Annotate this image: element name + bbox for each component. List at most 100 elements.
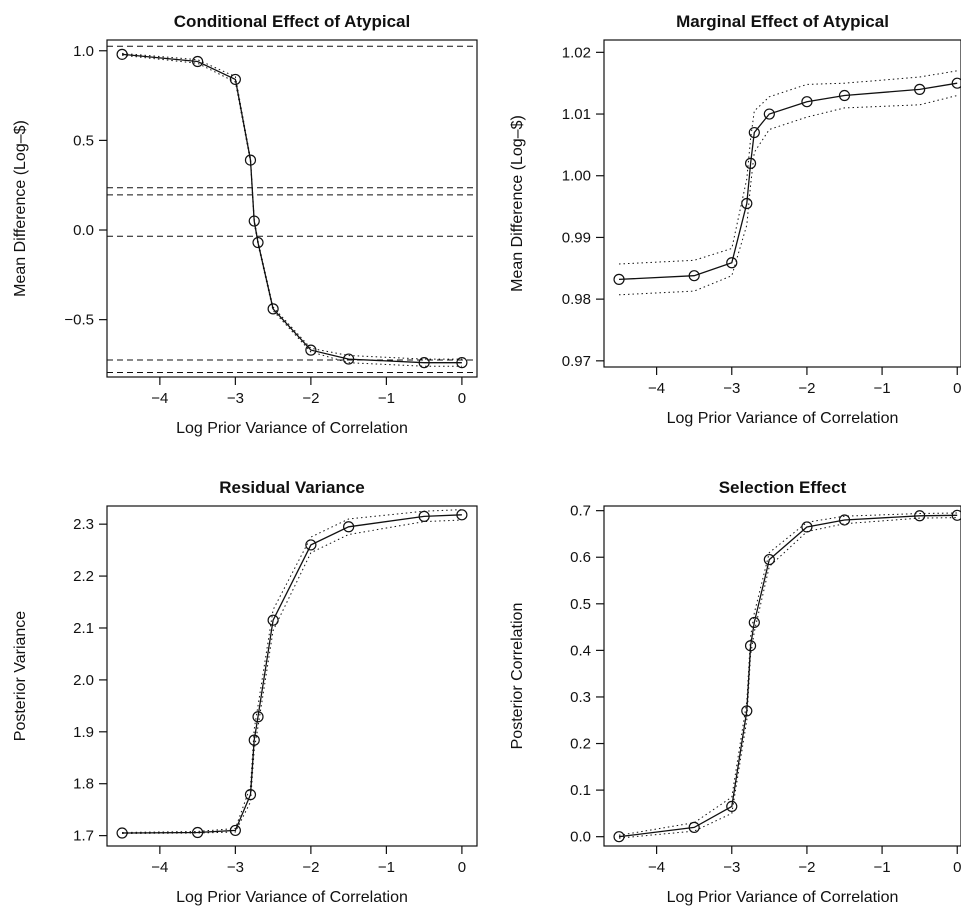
series-line: [618, 82, 958, 281]
interval-line: [618, 70, 958, 265]
x-axis-label: Log Prior Variance of Correlation: [176, 420, 408, 437]
data-point: [418, 357, 430, 369]
data-point: [252, 236, 264, 249]
x-tick-label: −3: [723, 859, 740, 876]
plot-frame: [106, 505, 478, 847]
x-tick-label: −3: [227, 390, 244, 407]
y-tick-label: 0.98: [562, 291, 591, 308]
data-point: [951, 509, 961, 521]
x-tick-label: −2: [302, 390, 319, 407]
data-point: [763, 553, 775, 566]
x-axis-label: Log Prior Variance of Correlation: [667, 889, 899, 906]
data-point: [456, 357, 468, 369]
data-point: [838, 514, 851, 526]
data-point: [914, 83, 926, 95]
data-point: [267, 303, 279, 315]
data-point: [914, 510, 926, 522]
data-point: [252, 711, 264, 723]
data-point: [456, 509, 468, 521]
data-point: [229, 73, 241, 86]
y-tick-label: 1.9: [73, 724, 94, 741]
y-tick-label: 1.02: [562, 44, 591, 61]
y-axis-label: Mean Difference (Log–$): [509, 115, 526, 292]
y-tick-label: −0.5: [64, 312, 94, 329]
x-tick-label: −1: [874, 859, 891, 876]
data-point: [741, 705, 753, 717]
data-point: [267, 614, 279, 626]
data-point: [343, 353, 355, 365]
interval-line: [122, 509, 462, 833]
data-point: [801, 521, 813, 533]
y-axis-label: Mean Difference (Log–$): [12, 120, 29, 297]
y-tick-label: 0.3: [570, 689, 591, 706]
x-axis-label: Log Prior Variance of Correlation: [176, 889, 408, 906]
data-point: [248, 734, 260, 746]
y-tick-label: 2.1: [73, 620, 94, 637]
y-tick-label: 0.2: [570, 736, 591, 753]
y-tick-label: 2.3: [73, 516, 94, 533]
data-point: [726, 800, 738, 813]
data-point: [688, 270, 700, 282]
x-tick-label: −3: [227, 859, 244, 876]
y-tick-label: 1.7: [73, 828, 94, 845]
x-tick-label: −2: [798, 380, 815, 397]
interval-line: [122, 54, 462, 367]
data-point: [748, 126, 760, 139]
y-tick-label: 0.97: [562, 353, 591, 370]
interval-line: [618, 517, 958, 839]
plot-frame: [603, 505, 961, 847]
plot-frame: [603, 39, 961, 368]
y-tick-label: 1.01: [562, 106, 591, 123]
plot-frame: [106, 39, 478, 378]
data-point: [801, 96, 813, 108]
data-point: [613, 273, 625, 285]
y-tick-label: 0.0: [570, 829, 591, 846]
data-point: [305, 344, 317, 356]
data-point: [838, 89, 851, 102]
x-tick-label: 0: [458, 390, 466, 407]
y-tick-label: 2.2: [73, 568, 94, 585]
y-tick-label: 0.5: [570, 596, 591, 613]
x-tick-label: −1: [378, 859, 395, 876]
y-tick-label: 1.00: [562, 168, 591, 185]
data-point: [726, 257, 738, 269]
x-tick-label: −2: [302, 859, 319, 876]
y-tick-label: 0.99: [562, 229, 591, 246]
series-line: [618, 514, 958, 838]
y-tick-label: 1.0: [73, 43, 94, 60]
x-tick-label: −2: [798, 859, 815, 876]
interval-line: [122, 519, 462, 834]
panel-selection-effect: Selection Effect Log Prior Variance of C…: [509, 478, 961, 906]
x-tick-label: 0: [953, 380, 961, 397]
x-axis-label: Log Prior Variance of Correlation: [667, 410, 899, 427]
y-tick-label: 1.8: [73, 776, 94, 793]
data-point: [116, 48, 128, 60]
interval-line: [122, 52, 462, 360]
panel-title: Selection Effect: [719, 478, 847, 497]
data-point: [229, 824, 241, 837]
x-tick-label: −4: [648, 380, 665, 397]
series-line: [122, 514, 462, 834]
data-point: [305, 539, 317, 551]
x-tick-label: −4: [648, 859, 665, 876]
interval-line: [618, 512, 958, 836]
y-tick-label: 0.1: [570, 782, 591, 799]
x-tick-label: 0: [953, 859, 961, 876]
x-tick-label: −3: [723, 380, 740, 397]
panel-title: Marginal Effect of Atypical: [676, 12, 889, 31]
x-tick-label: −1: [874, 380, 891, 397]
data-point: [248, 215, 260, 227]
data-point: [613, 831, 625, 843]
data-point: [744, 157, 757, 169]
data-point: [192, 826, 204, 839]
panel-conditional-effect: Conditional Effect of Atypical Log Prior…: [12, 12, 478, 437]
data-point: [763, 108, 775, 120]
x-tick-label: −1: [378, 390, 395, 407]
panel-residual-variance: Residual Variance Log Prior Variance of …: [12, 478, 478, 906]
y-tick-label: 0.5: [73, 132, 94, 149]
y-tick-label: 0.0: [73, 222, 94, 239]
interval-line: [618, 95, 958, 296]
y-axis-label: Posterior Correlation: [509, 603, 526, 750]
data-point: [741, 197, 753, 210]
